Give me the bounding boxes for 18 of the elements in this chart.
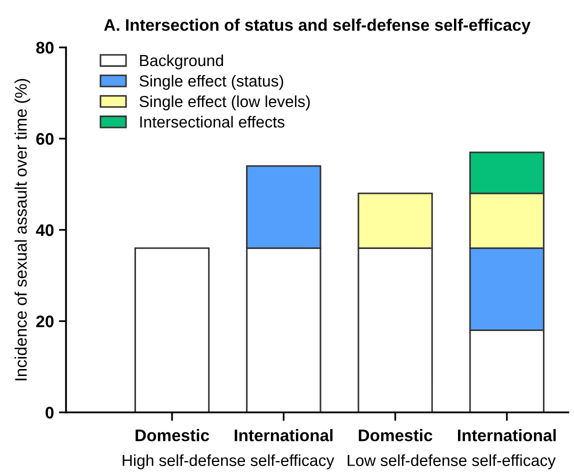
x-tick-label: Domestic bbox=[136, 429, 210, 442]
y-tick-label: 20 bbox=[36, 316, 54, 328]
y-tick-label: 0 bbox=[46, 406, 54, 419]
text: High self-defense self-efficacy bbox=[122, 454, 334, 470]
y-tick-label: 40 bbox=[36, 224, 54, 236]
y-axis-title: Incidence of sexual assault over time (%) bbox=[14, 78, 30, 380]
legend-label: Intersectional effects bbox=[140, 116, 284, 128]
y-tick-label: 80 bbox=[36, 42, 54, 54]
legend-label: Background bbox=[140, 54, 224, 70]
x-tick-label: International bbox=[234, 429, 332, 442]
chart-title: A. Intersection of status and self-defense self-efficacy bbox=[104, 18, 531, 34]
legend-label: Single effect (low levels) bbox=[140, 95, 310, 110]
legend-label: Single effect (status) bbox=[140, 74, 284, 90]
x-tick-label: International bbox=[458, 429, 556, 442]
text: Low self-defense self-efficacy bbox=[348, 454, 556, 470]
x-tick-label: Domestic bbox=[358, 429, 432, 442]
y-tick-label: 60 bbox=[36, 133, 54, 145]
bar bbox=[134, 247, 210, 412]
